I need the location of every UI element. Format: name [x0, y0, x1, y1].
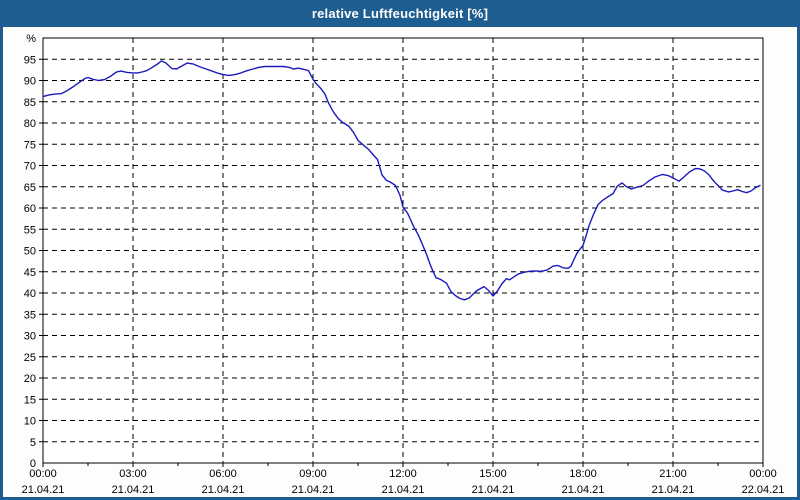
y-tick-label: 55: [24, 224, 36, 236]
x-tick-date-label: 21.04.21: [472, 484, 515, 496]
x-tick-date-label: 22.04.21: [742, 484, 785, 496]
x-tick-time-label: 09:00: [299, 468, 327, 480]
y-tick-label: 95: [24, 54, 36, 66]
y-tick-label: 65: [24, 182, 36, 194]
y-tick-label: 25: [24, 352, 36, 364]
y-tick-label: 5: [30, 437, 36, 449]
humidity-series-line: [42, 60, 761, 301]
window-titlebar: relative Luftfeuchtigkeit [%]: [3, 0, 797, 27]
humidity-line-chart: 0 5 10 15 20 25 30 35 40 45 50 55 60 65 70 75 80 85 90 95% 0…: [22, 33, 785, 496]
x-tick-time-label: 00:00: [29, 468, 57, 480]
x-tick-date-label: 21.04.21: [292, 484, 335, 496]
y-tick-label: 70: [24, 161, 36, 173]
y-tick-label: 80: [24, 118, 36, 130]
y-tick-label: 35: [24, 309, 36, 321]
x-tick-date-label: 21.04.21: [652, 484, 695, 496]
y-tick-label: 20: [24, 373, 36, 385]
plot-frame: [42, 37, 764, 464]
x-tick-date-label: 21.04.21: [112, 484, 155, 496]
y-tick-label: 45: [24, 267, 36, 279]
y-tick-label: 75: [24, 139, 36, 151]
y-tick-label: 10: [24, 416, 36, 428]
y-tick-label: 50: [24, 246, 36, 258]
y-tick-label: 30: [24, 331, 36, 343]
x-tick-date-label: 21.04.21: [562, 484, 605, 496]
y-tick-label: 85: [24, 97, 36, 109]
y-axis-unit-label: %: [26, 33, 36, 45]
y-tick-label: 15: [24, 394, 36, 406]
x-tick-time-label: 06:00: [209, 468, 237, 480]
y-tick-label: 0: [30, 458, 36, 470]
y-tick-label: 60: [24, 203, 36, 215]
x-tick-time-label: 15:00: [479, 468, 507, 480]
y-tick-label: 90: [24, 76, 36, 88]
x-tick-time-label: 03:00: [119, 468, 147, 480]
x-tick-date-label: 21.04.21: [202, 484, 245, 496]
x-tick-time-label: 21:00: [659, 468, 687, 480]
x-tick-date-label: 21.04.21: [22, 484, 65, 496]
y-tick-label: 40: [24, 288, 36, 300]
x-tick-time-label: 12:00: [389, 468, 417, 480]
x-tick-date-label: 21.04.21: [382, 484, 425, 496]
x-tick-time-label: 00:00: [749, 468, 777, 480]
chart-title: relative Luftfeuchtigkeit [%]: [311, 6, 489, 21]
x-tick-time-label: 18:00: [569, 468, 597, 480]
chart-area: 0 5 10 15 20 25 30 35 40 45 50 55 60 65 70 75 80 85 90 95% 0…: [3, 27, 797, 497]
